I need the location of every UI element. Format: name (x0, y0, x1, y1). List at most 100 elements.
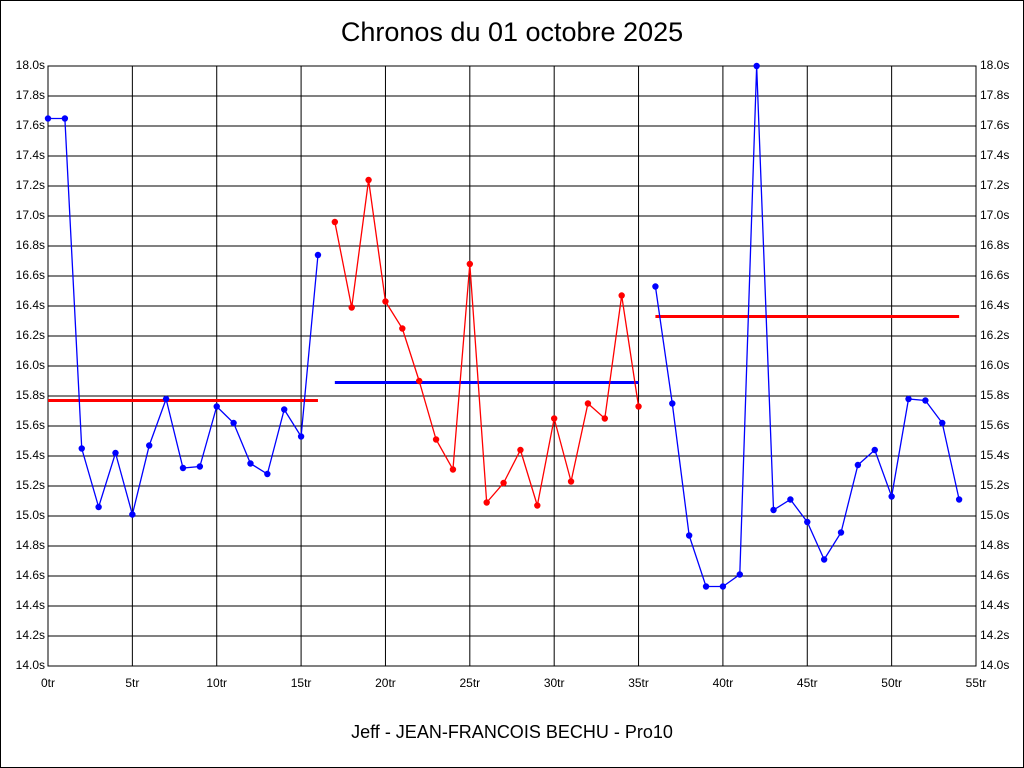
y2-tick-label: 14.2s (980, 628, 1009, 642)
data-point (939, 419, 946, 427)
y2-tick-label: 16.8s (980, 238, 1009, 252)
y-tick-label: 15.0s (16, 508, 45, 522)
y2-tick-label: 16.2s (980, 328, 1009, 342)
data-point (44, 115, 52, 122)
x-tick-label: 5tr (125, 676, 139, 690)
data-point (837, 529, 845, 536)
x-tick-label: 15tr (291, 676, 312, 690)
y-tick-label: 15.8s (16, 388, 45, 402)
data-point (888, 493, 895, 500)
y2-tick-label: 14.4s (980, 598, 1009, 612)
data-point (922, 397, 929, 404)
y-tick-label: 14.0s (16, 658, 45, 672)
x-tick-label: 10tr (206, 676, 227, 690)
y-tick-label: 16.4s (16, 298, 45, 312)
y2-tick-label: 14.0s (980, 658, 1009, 672)
data-point (449, 466, 457, 473)
y2-tick-label: 14.6s (980, 568, 1009, 582)
data-point (550, 415, 558, 422)
data-point (416, 377, 423, 385)
x-tick-label: 55tr (966, 676, 987, 690)
y-tick-label: 17.4s (16, 148, 45, 162)
data-point (753, 62, 760, 70)
data-point (196, 463, 204, 470)
data-point (567, 478, 575, 485)
data-point (669, 400, 676, 407)
data-point (618, 292, 625, 299)
data-point (432, 436, 440, 443)
y-tick-label: 16.8s (16, 238, 45, 252)
y2-tick-label: 18.0s (980, 58, 1009, 72)
data-point (601, 415, 608, 422)
data-point (787, 496, 794, 503)
data-point (702, 583, 710, 590)
y2-tick-label: 17.6s (980, 118, 1009, 132)
data-point (854, 461, 862, 469)
x-axis-label: Jeff - JEAN-FRANCOIS BECHU - Pro10 (351, 722, 673, 742)
data-point (95, 503, 102, 511)
data-point (78, 445, 85, 452)
data-point (652, 283, 659, 290)
x-tick-label: 0tr (41, 676, 55, 690)
data-point (466, 260, 474, 268)
data-point (736, 571, 743, 578)
data-point (348, 304, 355, 311)
y-tick-label: 14.2s (16, 628, 45, 642)
x-tick-label: 35tr (628, 676, 649, 690)
data-point (112, 449, 119, 457)
y2-tick-label: 17.4s (980, 148, 1009, 162)
data-point (331, 218, 339, 226)
data-point (213, 403, 220, 410)
y-tick-label: 17.2s (16, 178, 45, 192)
y2-tick-label: 17.8s (980, 88, 1009, 102)
y-tick-label: 15.2s (16, 478, 45, 492)
data-point (399, 325, 406, 332)
data-point (500, 479, 507, 487)
data-point (264, 470, 271, 478)
data-point (382, 298, 389, 305)
y-tick-label: 18.0s (16, 58, 45, 72)
x-tick-label: 40tr (713, 676, 734, 690)
y-tick-label: 14.4s (16, 598, 45, 612)
y2-tick-label: 15.2s (980, 478, 1009, 492)
y2-tick-label: 16.6s (980, 268, 1009, 282)
x-tick-label: 50tr (881, 676, 902, 690)
data-point (534, 502, 541, 509)
chart-title: Chronos du 01 octobre 2025 (341, 17, 683, 47)
y-tick-label: 17.8s (16, 88, 45, 102)
plot-frame (47, 65, 977, 667)
y2-tick-label: 16.0s (980, 358, 1009, 372)
data-point (820, 556, 828, 563)
data-point (635, 403, 642, 410)
y-tick-label: 16.2s (16, 328, 45, 342)
data-point (247, 460, 254, 467)
data-point (297, 433, 305, 440)
data-point (146, 442, 153, 449)
data-point (314, 251, 322, 259)
data-point (483, 499, 490, 506)
data-point (281, 406, 288, 413)
data-point (955, 496, 963, 503)
data-point (61, 115, 69, 122)
y-tick-label: 17.6s (16, 118, 45, 132)
data-point (365, 176, 372, 184)
data-point (804, 518, 811, 526)
y-tick-label: 14.6s (16, 568, 45, 582)
data-point (770, 506, 777, 514)
data-point (230, 419, 237, 427)
data-point (162, 395, 170, 403)
data-point (905, 395, 912, 403)
y-tick-label: 16.6s (16, 268, 45, 282)
y2-tick-label: 15.4s (980, 448, 1009, 462)
x-tick-label: 25tr (459, 676, 480, 690)
data-point (584, 400, 592, 407)
data-point (517, 446, 524, 454)
data-point (719, 583, 727, 590)
data-point (179, 464, 187, 472)
y-tick-label: 16.0s (16, 358, 45, 372)
y2-tick-label: 15.8s (980, 388, 1009, 402)
y-tick-label: 17.0s (16, 208, 45, 222)
x-tick-label: 20tr (375, 676, 396, 690)
data-point (129, 511, 136, 518)
